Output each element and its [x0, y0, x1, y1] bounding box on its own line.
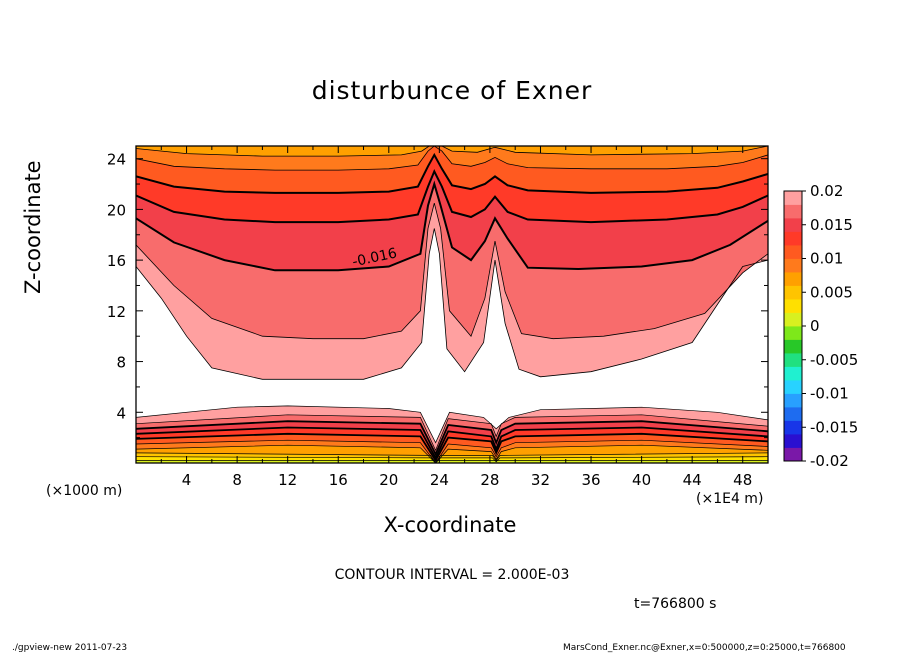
y-tick-label: 4 — [116, 404, 126, 422]
colorbar-swatch — [784, 272, 802, 286]
colorbar-swatch — [784, 218, 802, 232]
x-tick-label: 16 — [329, 471, 348, 489]
colorbar-swatch — [784, 339, 802, 354]
x-tick-label: 48 — [733, 471, 752, 489]
x-tick-label: 24 — [430, 471, 449, 489]
footer-left: ./gpview-new 2011-07-23 — [12, 643, 128, 653]
y-axis: 4 8 12 16 20 24 — [107, 151, 768, 464]
x-tick-label: 36 — [581, 471, 600, 489]
y-tick-label: 16 — [107, 252, 126, 270]
contour-line — [136, 228, 768, 380]
x-axis: 4 8 12 16 20 24 28 32 36 40 44 48 — [135, 146, 769, 489]
colorbar-swatch — [784, 258, 802, 273]
colorbar-swatch — [784, 326, 802, 340]
contour-line — [136, 452, 768, 463]
colorbar: 0.02 0.015 0.01 0.005 0 -0.005 -0.01 -0.015 -0.0… — [783, 182, 858, 470]
x-tick-label: 12 — [278, 471, 297, 489]
colorbar-tick-label: 0.02 — [810, 182, 843, 200]
colorbar-tick-label: -0.01 — [810, 385, 849, 403]
contour-line — [136, 432, 768, 463]
colorbar-tick-label: 0 — [810, 317, 820, 335]
colorbar-swatch — [784, 393, 802, 408]
colorbar-swatch — [784, 299, 802, 313]
colorbar-tick-label: -0.015 — [810, 418, 858, 436]
footer-right: MarsCond_Exner.nc@Exner,x=0:500000,z=0:2… — [563, 643, 846, 653]
colorbar-tick-label: -0.005 — [810, 351, 858, 369]
contour-line — [136, 146, 768, 157]
colorbar-tick-label: 0.01 — [810, 250, 843, 268]
y-axis-scale-label: (×1000 m) — [46, 483, 123, 499]
contour-line — [136, 180, 768, 272]
contour-line — [136, 152, 768, 194]
contour-line — [136, 146, 768, 171]
colorbar-swatch — [784, 434, 802, 448]
colorbar-swatch — [784, 204, 802, 219]
x-tick-label: 8 — [232, 471, 242, 489]
x-tick-label: 28 — [480, 471, 499, 489]
contour-lines — [136, 146, 768, 463]
contour-interval-text: CONTOUR INTERVAL = 2.000E-03 — [334, 567, 570, 583]
x-tick-label: 20 — [379, 471, 398, 489]
contour-line — [136, 405, 768, 444]
x-tick-label: 32 — [531, 471, 550, 489]
y-tick-label: 8 — [116, 354, 126, 372]
colorbar-swatch — [784, 353, 802, 367]
colorbar-tick-label: 0.005 — [810, 283, 853, 301]
colorbar-swatch — [784, 380, 802, 394]
x-tick-label: 40 — [632, 471, 651, 489]
y-tick-label: 12 — [107, 303, 126, 321]
y-tick-label: 20 — [107, 201, 126, 219]
colorbar-swatch — [784, 285, 802, 300]
contour-line — [136, 439, 768, 463]
chart-title: disturbunce of Exner — [311, 76, 593, 105]
contour-line — [136, 168, 768, 224]
colorbar-swatch — [784, 366, 802, 381]
colorbar-swatch — [784, 447, 802, 462]
colorbar-swatch — [784, 245, 802, 259]
contour-line — [136, 203, 768, 340]
contour-line — [136, 426, 768, 460]
contour-line — [136, 414, 768, 452]
colorbar-swatch — [784, 191, 802, 205]
x-axis-scale-label: (×1E4 m) — [696, 491, 764, 507]
colorbar-swatch — [784, 312, 802, 327]
x-tick-label: 4 — [182, 471, 192, 489]
contour-line — [136, 420, 768, 457]
x-tick-label: 44 — [683, 471, 702, 489]
time-text: t=766800 s — [634, 596, 717, 612]
colorbar-tick-label: -0.02 — [810, 452, 849, 470]
colorbar-swatch — [784, 407, 802, 421]
colorbar-swatch — [784, 420, 802, 435]
y-axis-label: Z-coordinate — [21, 160, 46, 294]
colorbar-tick-label: 0.015 — [810, 216, 853, 234]
contour-line — [136, 444, 768, 463]
colorbar-swatch — [784, 231, 802, 246]
y-tick-label: 24 — [107, 151, 126, 169]
plot-frame — [135, 145, 769, 464]
x-axis-label: X-coordinate — [383, 513, 517, 537]
plot-area — [136, 146, 768, 463]
